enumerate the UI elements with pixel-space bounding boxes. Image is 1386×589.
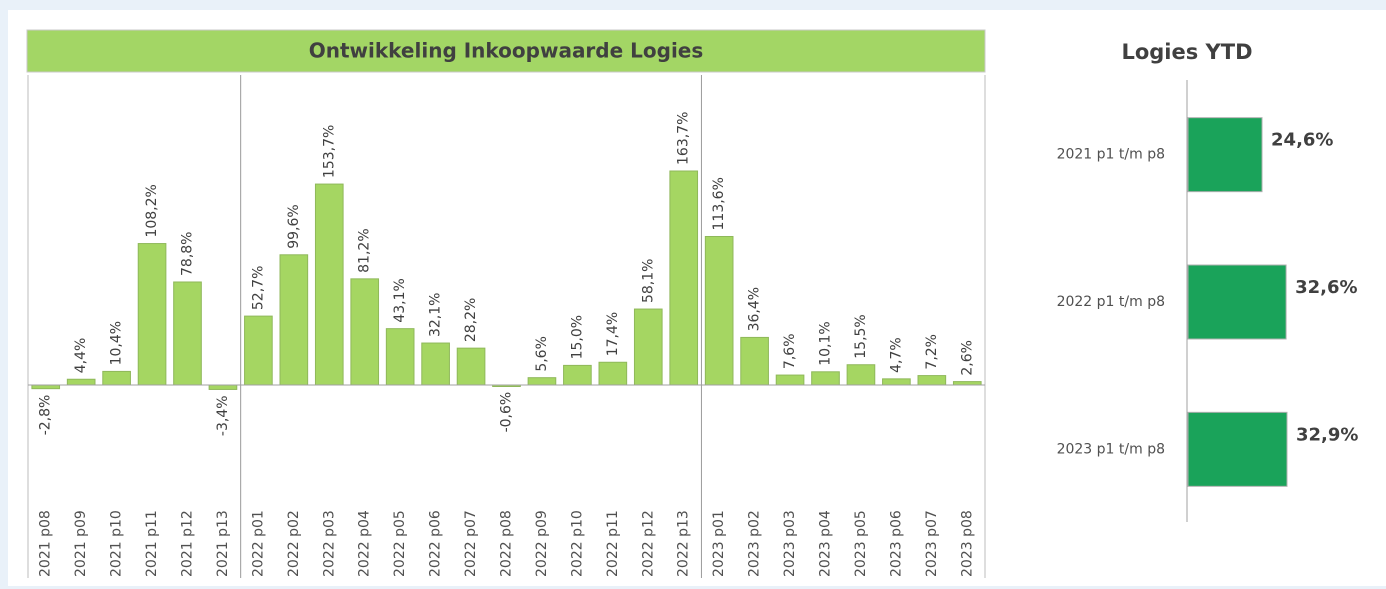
bar bbox=[173, 281, 202, 386]
value-label: 2,6% bbox=[959, 340, 975, 376]
x-tick-label: 2022 p13 bbox=[676, 510, 692, 577]
bar bbox=[563, 364, 592, 386]
bar bbox=[917, 375, 947, 386]
bar bbox=[385, 328, 415, 386]
title-banner bbox=[26, 29, 986, 73]
value-label: 153,7% bbox=[321, 125, 337, 178]
value-label: 43,1% bbox=[392, 278, 408, 322]
y-tick-label: 2022 p1 t/m p8 bbox=[1057, 294, 1165, 310]
value-label: 24,6% bbox=[1271, 130, 1333, 151]
bar bbox=[314, 183, 344, 386]
x-tick-label: 2022 p09 bbox=[534, 510, 550, 577]
bar bbox=[669, 170, 699, 386]
value-label: 10,4% bbox=[109, 321, 125, 365]
value-label: 163,7% bbox=[676, 112, 692, 165]
bar bbox=[137, 243, 167, 386]
bar bbox=[775, 374, 805, 386]
x-tick-label: 2022 p11 bbox=[605, 510, 621, 577]
value-label: -0,6% bbox=[499, 392, 515, 433]
bar bbox=[1187, 117, 1263, 193]
x-tick-label: 2023 p05 bbox=[853, 510, 869, 577]
value-label: 52,7% bbox=[250, 266, 266, 310]
y-tick-label: 2021 p1 t/m p8 bbox=[1057, 147, 1165, 163]
value-label: 32,6% bbox=[1295, 277, 1357, 298]
bar bbox=[421, 342, 450, 386]
bar bbox=[811, 371, 840, 386]
bar bbox=[244, 315, 273, 386]
x-tick-label: 2022 p02 bbox=[286, 510, 302, 577]
x-tick-label: 2023 p06 bbox=[888, 510, 904, 577]
value-label: 7,2% bbox=[924, 334, 940, 370]
chart-title: Ontwikkeling Inkoopwaarde Logies bbox=[309, 39, 704, 63]
value-label: 32,9% bbox=[1296, 424, 1358, 445]
bar bbox=[102, 370, 131, 386]
value-label: 15,0% bbox=[569, 315, 585, 359]
bar bbox=[846, 364, 876, 386]
x-tick-label: 2021 p12 bbox=[180, 510, 196, 577]
value-label: 99,6% bbox=[286, 204, 302, 248]
x-tick-label: 2022 p06 bbox=[428, 510, 444, 577]
value-label: -2,8% bbox=[38, 395, 54, 436]
value-label: 78,8% bbox=[180, 232, 196, 276]
x-tick-label: 2022 p04 bbox=[357, 510, 373, 577]
x-tick-label: 2021 p11 bbox=[144, 510, 160, 577]
value-label: 58,1% bbox=[640, 259, 656, 303]
x-tick-label: 2022 p03 bbox=[321, 510, 337, 577]
bar bbox=[456, 347, 486, 386]
value-label: 4,4% bbox=[73, 338, 89, 374]
x-tick-label: 2022 p07 bbox=[463, 510, 479, 577]
x-tick-label: 2022 p05 bbox=[392, 510, 408, 577]
bar bbox=[208, 384, 238, 390]
value-label: -3,4% bbox=[215, 395, 231, 436]
value-label: 81,2% bbox=[357, 228, 373, 272]
bar bbox=[66, 378, 96, 386]
bar bbox=[952, 381, 982, 386]
bar bbox=[350, 278, 380, 386]
bar bbox=[279, 254, 309, 386]
x-tick-label: 2022 p01 bbox=[250, 510, 266, 577]
value-label: 5,6% bbox=[534, 336, 550, 372]
value-label: 36,4% bbox=[747, 287, 763, 331]
bar bbox=[527, 377, 557, 386]
value-label: 108,2% bbox=[144, 184, 160, 237]
x-tick-label: 2022 p12 bbox=[640, 510, 656, 577]
value-label: 113,6% bbox=[711, 177, 727, 230]
x-tick-label: 2023 p02 bbox=[747, 510, 763, 577]
bar bbox=[633, 308, 663, 386]
x-tick-label: 2022 p08 bbox=[499, 510, 515, 577]
x-tick-label: 2021 p10 bbox=[109, 510, 125, 577]
bar bbox=[704, 235, 734, 386]
y-tick-label: 2023 p1 t/m p8 bbox=[1057, 441, 1165, 457]
bar bbox=[598, 361, 628, 386]
bar bbox=[882, 378, 911, 386]
x-tick-label: 2023 p08 bbox=[959, 510, 975, 577]
x-tick-label: 2021 p13 bbox=[215, 510, 231, 577]
bar bbox=[1187, 264, 1287, 340]
value-label: 15,5% bbox=[853, 314, 869, 358]
value-label: 28,2% bbox=[463, 298, 479, 342]
chart-title: Logies YTD bbox=[1121, 40, 1252, 64]
x-tick-label: 2023 p04 bbox=[818, 510, 834, 577]
x-tick-label: 2023 p01 bbox=[711, 510, 727, 577]
value-label: 17,4% bbox=[605, 312, 621, 356]
bar bbox=[31, 384, 61, 390]
value-label: 32,1% bbox=[428, 293, 444, 337]
x-tick-label: 2021 p09 bbox=[73, 510, 89, 577]
bar bbox=[740, 336, 769, 386]
value-label: 10,1% bbox=[818, 321, 834, 365]
value-label: 4,7% bbox=[888, 337, 904, 373]
x-tick-label: 2023 p07 bbox=[924, 510, 940, 577]
value-label: 7,6% bbox=[782, 333, 798, 369]
x-tick-label: 2021 p08 bbox=[38, 510, 54, 577]
x-tick-label: 2023 p03 bbox=[782, 510, 798, 577]
x-tick-label: 2022 p10 bbox=[569, 510, 585, 577]
bar bbox=[1187, 411, 1288, 487]
